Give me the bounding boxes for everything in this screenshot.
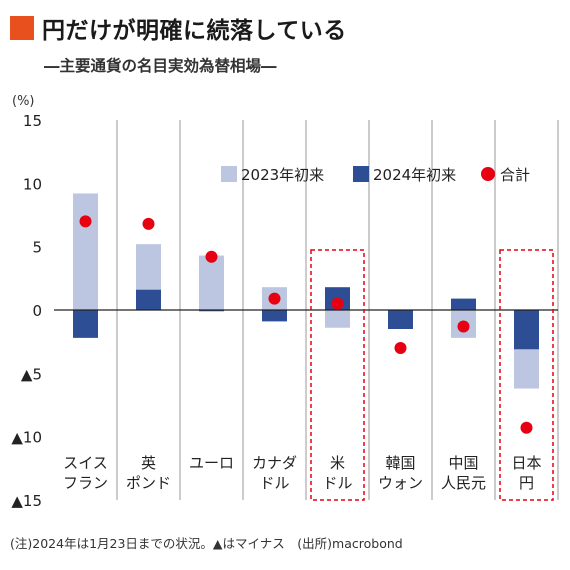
- category-label: 日本: [511, 454, 541, 472]
- legend-swatch: [221, 166, 237, 182]
- y-tick-label: ▲15: [11, 492, 42, 510]
- bar-2024: [73, 310, 98, 338]
- legend-swatch: [353, 166, 369, 182]
- bar-2023: [199, 255, 224, 310]
- category-label: カナダ: [252, 454, 297, 472]
- category-label: 米: [330, 454, 345, 472]
- bar-2024: [388, 310, 413, 329]
- bar-2024: [199, 310, 224, 312]
- title-marker-icon: [10, 16, 34, 40]
- bar-2024: [136, 289, 161, 310]
- bar-2023: [325, 310, 350, 328]
- highlight-box: [499, 249, 554, 501]
- bar-2024: [514, 310, 539, 350]
- category-label: スイス: [63, 454, 108, 472]
- category-label: ドル: [259, 474, 289, 492]
- bar-2024: [262, 310, 287, 322]
- legend-swatch: [481, 167, 495, 181]
- total-point: [457, 320, 470, 333]
- category-label: 中国: [448, 454, 478, 472]
- category-label: ドル: [322, 474, 352, 492]
- title-row: 円だけが明確に続落している: [10, 14, 347, 44]
- bar-2024: [451, 298, 476, 310]
- category-label: フラン: [63, 474, 108, 492]
- y-tick-label: ▲5: [21, 365, 42, 383]
- bar-2023: [73, 193, 98, 310]
- total-point: [142, 217, 155, 230]
- total-point: [520, 421, 533, 434]
- y-axis-unit: (%): [12, 94, 35, 109]
- category-label: 人民元: [441, 474, 486, 492]
- legend-label: 2024年初来: [373, 166, 456, 184]
- legend-label: 2023年初来: [241, 166, 324, 184]
- category-label: ポンド: [126, 474, 171, 492]
- chart-title: 円だけが明確に続落している: [42, 18, 347, 44]
- total-point: [268, 292, 281, 305]
- chart-subtitle: ―主要通貨の名目実効為替相場―: [44, 57, 277, 75]
- y-tick-label: 10: [23, 175, 42, 193]
- total-point: [394, 342, 407, 354]
- y-tick-label: ▲10: [11, 429, 42, 447]
- category-label: ユーロ: [189, 454, 234, 472]
- y-tick-label: 0: [32, 302, 42, 320]
- y-tick-label: 5: [32, 239, 42, 257]
- category-label: ウォン: [378, 474, 423, 492]
- footnote: (注)2024年は1月23日までの状況。▲はマイナス (出所)macrobond: [10, 536, 403, 551]
- total-point: [331, 297, 344, 310]
- highlight-box: [310, 249, 365, 501]
- total-point: [205, 250, 218, 263]
- y-tick-label: 15: [23, 112, 42, 130]
- total-point: [79, 215, 92, 228]
- category-label: 韓国: [385, 454, 415, 472]
- category-label: 円: [519, 474, 534, 492]
- category-label: 英: [141, 454, 156, 472]
- legend-label: 合計: [500, 166, 530, 184]
